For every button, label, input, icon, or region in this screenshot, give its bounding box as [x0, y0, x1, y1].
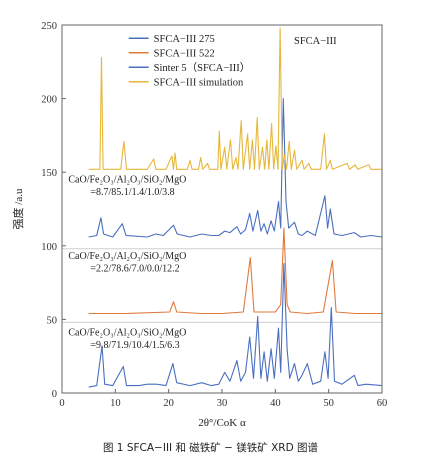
x-tick-label: 40	[270, 398, 281, 409]
y-tick-label: 200	[41, 95, 57, 106]
x-tick-label: 0	[59, 398, 64, 409]
x-tick-label: 10	[110, 398, 121, 409]
legend-label-3: SFCA−III simulation	[154, 78, 244, 89]
y-tick-label: 50	[47, 315, 58, 326]
composition-annotation-1: CaO/Fe₂O₃/Al₂O₃/SiO₂/MgO	[68, 251, 186, 262]
composition-annotation-2: =9.8/71.9/10.4/1.5/6.3	[90, 340, 179, 351]
y-tick-label: 150	[41, 168, 57, 179]
series-line-3	[88, 27, 382, 170]
legend: SFCA−III 275 SFCA−III 522 Sinter 5（SFCA−II…	[128, 34, 251, 89]
composition-annotation-1: =2.2/78.6/7.0/0.0/12.2	[90, 264, 179, 275]
plot-area	[62, 248, 382, 323]
inset-label: SFCA−III	[294, 36, 337, 47]
x-tick-label: 20	[163, 398, 174, 409]
legend-label-0: SFCA−III 275	[154, 34, 215, 45]
x-tick-label: 30	[217, 398, 228, 409]
series-line-2	[88, 262, 383, 388]
legend-label-1: SFCA−III 522	[154, 49, 215, 60]
composition-annotation-2: CaO/Fe₂O₃/Al₂O₃/SiO₂/MgO	[68, 328, 186, 339]
y-tick-label: 100	[41, 242, 57, 253]
legend-label-2: Sinter 5（SFCA−III）	[154, 62, 251, 74]
composition-annotation-0: =8.7/85.1/1.4/1.0/3.8	[90, 187, 174, 198]
series-group	[88, 27, 383, 388]
series-line-0	[88, 98, 383, 238]
y-tick-label: 250	[41, 21, 57, 32]
y-axis-title: 强度 /a.u	[11, 188, 25, 229]
axes: 0 10 20 30 40 50 60 0 50 100 150 200 250 2θ°/CoK α 强度 …	[11, 21, 387, 429]
figure-caption: 图 1 SFCA−III 和 磁铁矿 − 镁铁矿 XRD 图谱	[102, 442, 319, 454]
annotation-group: CaO/Fe₂O₃/Al₂O₃/SiO₂/MgO=8.7/85.1/1.4/1.…	[68, 175, 186, 352]
y-tick-label: 0	[52, 389, 57, 400]
composition-annotation-0: CaO/Fe₂O₃/Al₂O₃/SiO₂/MgO	[68, 175, 186, 186]
x-tick-label: 50	[323, 398, 334, 409]
x-axis-title: 2θ°/CoK α	[198, 417, 246, 429]
x-tick-label: 60	[377, 398, 388, 409]
